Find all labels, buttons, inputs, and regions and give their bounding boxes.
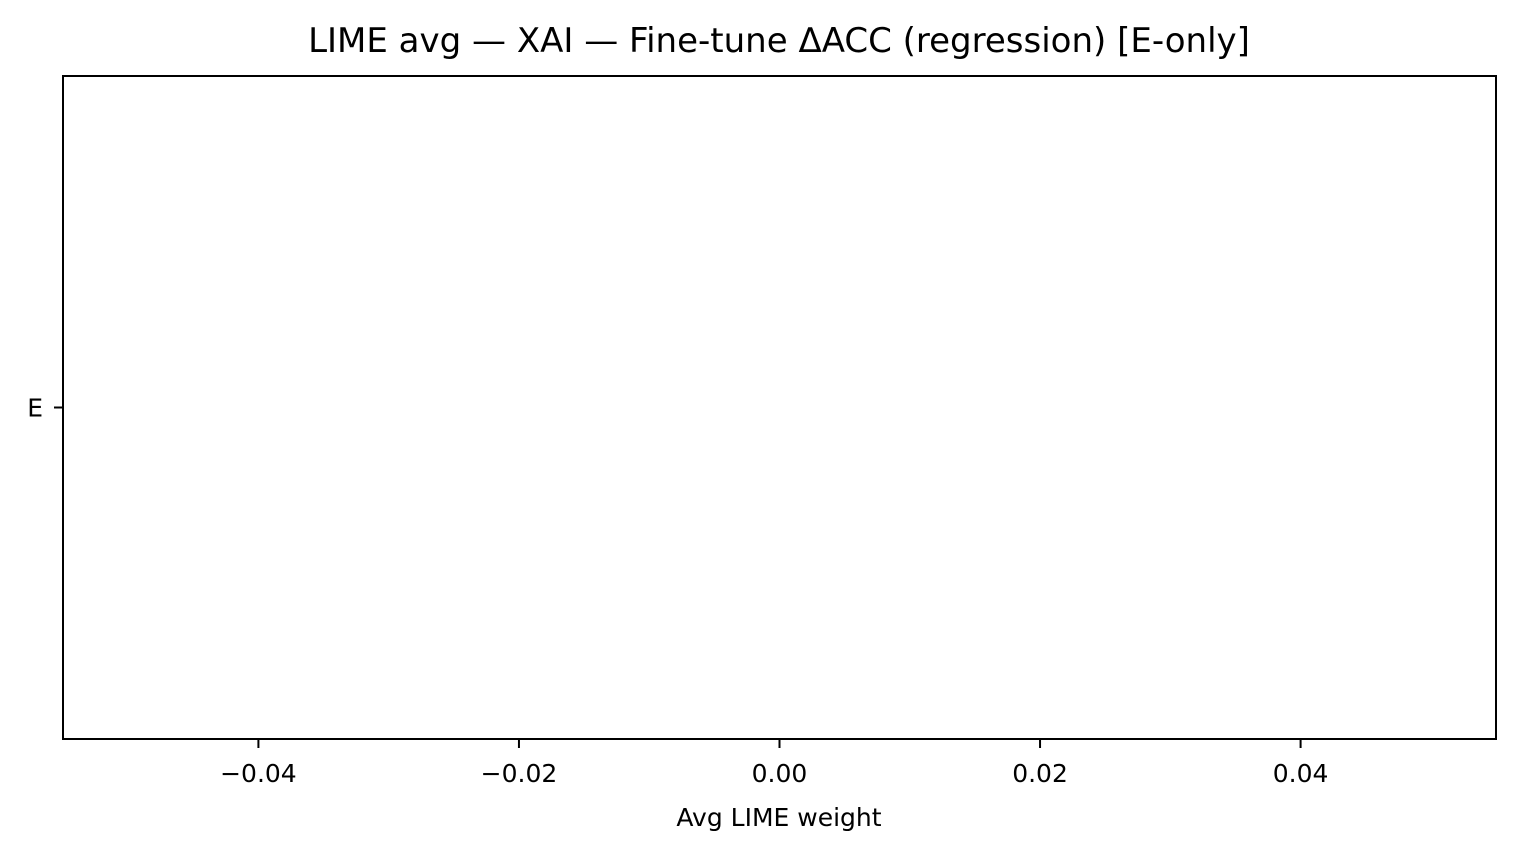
plot-area-frame — [62, 75, 1497, 740]
x-tick-label: 0.02 — [1012, 759, 1068, 788]
x-axis-ticks: −0.04 −0.02 0.00 0.02 0.04 — [220, 739, 1328, 788]
y-tick-label: E — [27, 394, 43, 423]
x-axis-label: Avg LIME weight — [676, 803, 881, 832]
x-tick-label: 0.00 — [752, 759, 808, 788]
x-tick-label: −0.04 — [220, 759, 297, 788]
x-tick-label: −0.02 — [481, 759, 558, 788]
x-tick-label: 0.04 — [1273, 759, 1329, 788]
y-axis-ticks: E — [27, 394, 63, 423]
chart-title: LIME avg — XAI — Fine-tune ΔACC (regress… — [308, 21, 1250, 61]
